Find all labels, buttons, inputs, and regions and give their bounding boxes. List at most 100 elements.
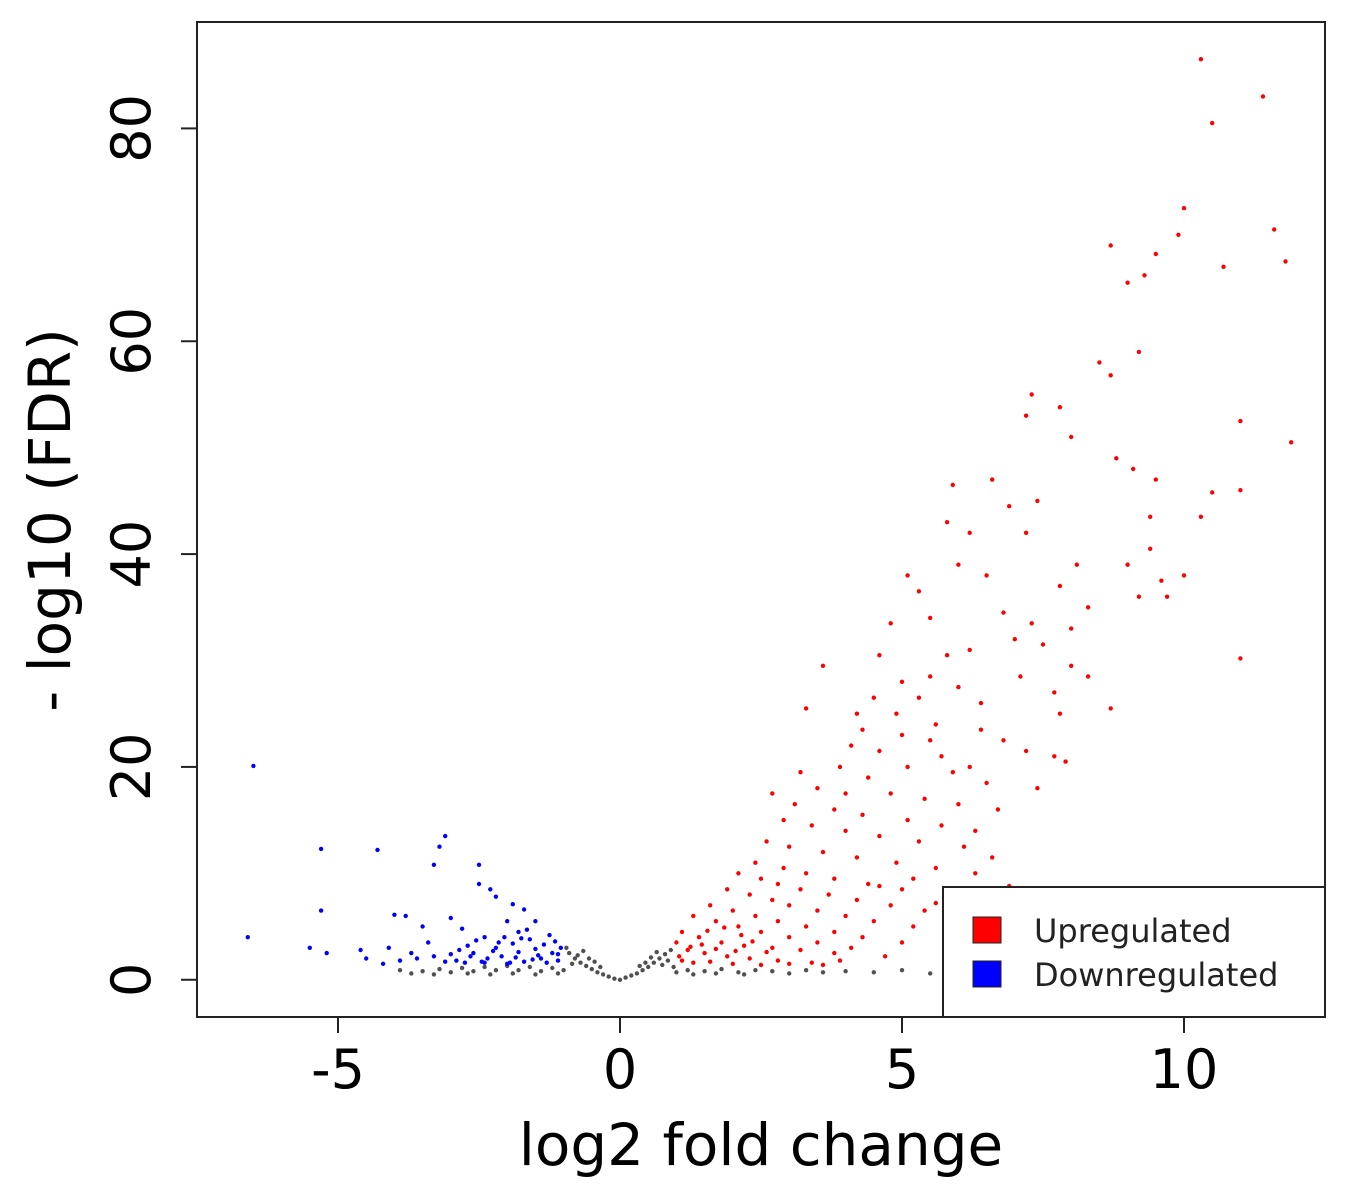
data-point [1029, 392, 1034, 397]
data-point [595, 970, 600, 975]
data-point [1023, 530, 1029, 535]
data-point [933, 865, 938, 871]
data-point [1238, 656, 1243, 661]
plot-frame [196, 21, 1326, 1018]
data-point [665, 958, 671, 963]
data-point [809, 823, 814, 828]
data-point [646, 964, 651, 970]
x-axis: -5 0 5 10 [311, 1017, 1218, 1101]
data-point [510, 902, 515, 907]
data-point [437, 844, 442, 849]
data-point [685, 947, 690, 953]
data-point [832, 929, 837, 935]
data-point [725, 954, 730, 959]
data-point [747, 892, 752, 897]
data-point [871, 695, 876, 700]
data-point [567, 950, 572, 956]
data-point [1012, 637, 1017, 642]
data-point [643, 960, 648, 965]
data-point [448, 952, 453, 957]
data-point [1023, 413, 1029, 418]
data-point [803, 924, 809, 929]
data-point [538, 969, 544, 974]
data-point [318, 846, 324, 852]
data-point [877, 833, 882, 839]
data-point [1007, 504, 1012, 509]
data-point [671, 964, 676, 970]
data-point [990, 477, 995, 482]
data-point [719, 966, 724, 972]
data-point [978, 727, 984, 732]
data-point [516, 968, 521, 973]
data-point [826, 892, 831, 897]
data-point [916, 839, 922, 844]
data-point [648, 955, 654, 960]
data-point [555, 958, 561, 963]
data-point [457, 947, 462, 953]
legend-label-downregulated: Downregulated [1034, 956, 1278, 994]
data-point [476, 862, 482, 867]
data-point [414, 956, 420, 961]
data-point [809, 960, 814, 965]
data-point [426, 940, 431, 945]
data-point [1018, 674, 1023, 679]
data-point [685, 968, 690, 973]
data-point [730, 961, 735, 966]
y-axis-title: - log10 (FDR) [16, 328, 84, 712]
data-point [705, 928, 710, 933]
data-point [933, 722, 938, 727]
data-point [860, 812, 865, 817]
data-point [781, 817, 786, 823]
series-downregulated [245, 763, 563, 966]
data-point [1142, 273, 1147, 278]
data-point [1001, 610, 1006, 615]
data-point [1181, 573, 1187, 578]
data-point [739, 932, 744, 938]
data-point [775, 958, 781, 963]
data-point [787, 971, 792, 976]
data-point [1153, 251, 1159, 257]
data-point [1136, 349, 1142, 355]
data-point [1198, 514, 1204, 519]
data-point [496, 940, 501, 945]
data-point [488, 887, 493, 892]
data-point [318, 908, 324, 913]
data-point [488, 972, 493, 977]
data-point [820, 970, 826, 975]
data-point [1148, 546, 1153, 551]
data-point [770, 897, 775, 903]
data-point [544, 960, 549, 965]
data-point [482, 964, 487, 970]
series-not-significant [397, 945, 961, 982]
data-point [578, 960, 583, 965]
data-point [1148, 514, 1153, 519]
data-point [843, 791, 848, 796]
data-point [654, 949, 659, 955]
data-point [550, 965, 555, 971]
data-point [448, 915, 453, 921]
data-point [1057, 405, 1063, 410]
data-point [409, 971, 414, 976]
data-point [860, 935, 865, 940]
data-point [459, 965, 465, 971]
legend-box [942, 886, 1326, 1018]
data-point [877, 883, 882, 889]
data-point [933, 900, 938, 906]
data-point [736, 871, 741, 876]
data-point [688, 944, 693, 949]
data-point [1289, 440, 1294, 445]
data-point [696, 935, 702, 940]
data-point [397, 958, 403, 963]
data-point [490, 948, 496, 954]
data-point [307, 945, 312, 950]
data-point [386, 945, 391, 950]
data-point [637, 963, 642, 969]
data-point [409, 950, 414, 956]
data-point [713, 971, 719, 976]
data-point [1153, 477, 1159, 482]
data-point [916, 695, 922, 700]
data-point [894, 860, 899, 865]
data-point [586, 956, 592, 961]
data-point [787, 844, 792, 849]
